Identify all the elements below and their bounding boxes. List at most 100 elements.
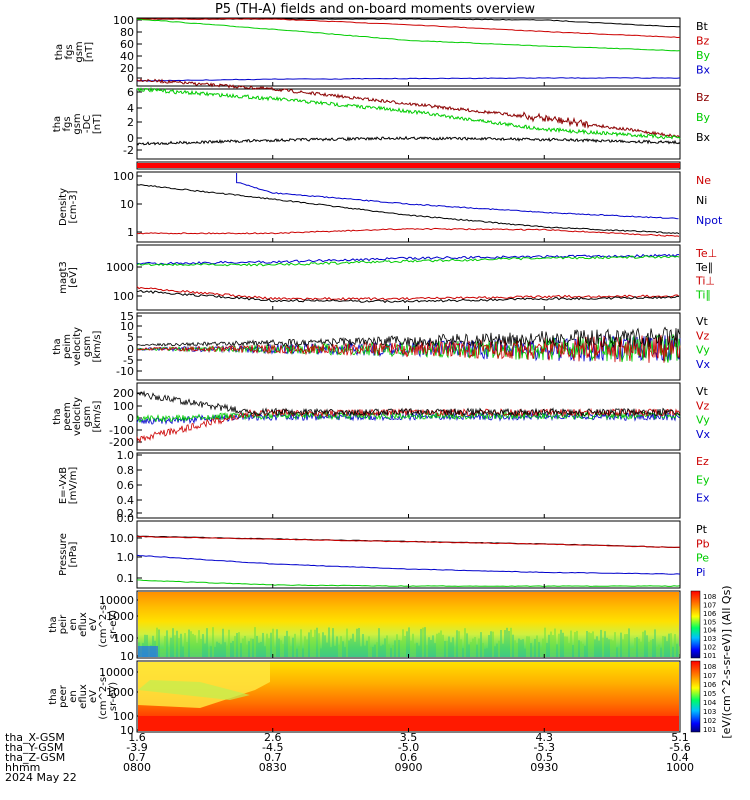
- peir-streak: [626, 634, 628, 657]
- peir-streak: [250, 638, 252, 657]
- peir-streak: [490, 631, 492, 657]
- legend-peem_velocity-Vt: Vt: [696, 385, 709, 398]
- peir-streak: [446, 640, 448, 657]
- peir-streak: [554, 628, 556, 657]
- peir-streak: [644, 630, 646, 657]
- peir-streak: [518, 638, 520, 657]
- peir-streak: [158, 629, 160, 657]
- ytick-label: 5: [127, 331, 134, 344]
- ytick-label: 1000: [106, 686, 134, 699]
- ylabel-line: -DC: [82, 115, 93, 133]
- ytick-label: 10: [120, 320, 134, 333]
- peir-streak: [298, 646, 300, 657]
- xaxis-row-label: tha_Y-GSM: [5, 741, 63, 754]
- peir-streak: [394, 640, 396, 657]
- peir-streak: [618, 648, 620, 657]
- peir-streak: [212, 627, 214, 657]
- peir-streak: [190, 631, 192, 657]
- ytick-label: 0: [127, 132, 134, 145]
- peir-streak: [594, 639, 596, 657]
- series-By-dc: [136, 86, 681, 140]
- peir-streak: [372, 646, 374, 657]
- peir-streak: [220, 644, 222, 657]
- peir-streak: [624, 634, 626, 657]
- peir-streak: [634, 637, 636, 657]
- peir-streak: [498, 640, 500, 657]
- ylabel-line: tha: [52, 116, 63, 132]
- ylabel-line: eV: [88, 618, 99, 631]
- peir-streak: [570, 630, 572, 657]
- ylabel-line: velocity: [72, 327, 83, 366]
- peir-streak: [596, 636, 598, 657]
- panel-frame-efield: [136, 452, 681, 519]
- peir-streak: [324, 635, 326, 657]
- peir-streak: [310, 629, 312, 657]
- peir-streak: [308, 632, 310, 657]
- legend-fgs_gsm-Bt: Bt: [696, 20, 709, 33]
- panel-frame-fgs_gsm_dc: [136, 88, 681, 160]
- peir-streak: [164, 636, 166, 657]
- xaxis-x-value: 1.6: [128, 731, 146, 744]
- peir-streak: [660, 647, 662, 657]
- peir-streak: [436, 633, 438, 657]
- peir-streak: [172, 628, 174, 657]
- colorbar-tick: 102: [703, 644, 716, 652]
- peir-streak: [336, 636, 338, 657]
- ytick-label: 100: [113, 632, 134, 645]
- peir-streak: [318, 633, 320, 657]
- peir-streak: [246, 644, 248, 657]
- peir-streak: [358, 627, 360, 657]
- ytick-label: 10: [120, 198, 134, 211]
- legend-fgs_gsm-Bx: Bx: [696, 64, 711, 77]
- peir-streak: [268, 638, 270, 657]
- colorbar-tick: 101: [703, 726, 716, 734]
- peir-streak: [224, 642, 226, 657]
- peir-streak: [550, 631, 552, 657]
- ytick-label: 6: [127, 86, 134, 99]
- ytick-label: 0: [127, 72, 134, 85]
- peir-streak: [188, 629, 190, 657]
- xaxis-z-value: 0.5: [536, 751, 554, 764]
- peir-streak: [676, 643, 678, 657]
- ylabel-line: [nT]: [84, 42, 95, 62]
- peir-streak: [542, 638, 544, 657]
- ytick-label: 100: [113, 170, 134, 183]
- xaxis-x-value: 2.6: [264, 731, 282, 744]
- peir-streak: [558, 633, 560, 657]
- peir-streak: [340, 636, 342, 657]
- peir-streak: [450, 642, 452, 657]
- ytick-label: 100: [113, 710, 134, 723]
- peir-streak: [196, 642, 198, 657]
- peir-streak: [586, 630, 588, 657]
- series-By-fgs: [137, 18, 681, 52]
- peir-streak: [264, 646, 266, 657]
- peir-streak: [444, 640, 446, 657]
- peir-streak: [206, 628, 208, 657]
- peir-streak: [484, 648, 486, 657]
- xaxis-row-label: tha_Z-GSM: [5, 751, 65, 764]
- peir-streak: [382, 644, 384, 657]
- peir-streak: [538, 642, 540, 657]
- ytick-label: 0.1: [117, 572, 135, 585]
- peir-streak: [448, 636, 450, 657]
- peir-streak: [478, 638, 480, 657]
- peir-streak: [606, 637, 608, 657]
- peir-streak: [256, 635, 258, 657]
- legend-density-Ni: Ni: [696, 194, 707, 207]
- series-Pb-pressure: [136, 535, 681, 548]
- ytick-label: -2: [123, 144, 134, 157]
- peir-streak: [628, 628, 630, 657]
- xaxis-y-value: -5.6: [669, 741, 690, 754]
- peir-streak: [620, 632, 622, 657]
- peir-streak: [600, 629, 602, 657]
- ylabel-line: peir: [58, 614, 69, 634]
- peir-streak: [638, 638, 640, 657]
- peir-streak: [536, 635, 538, 657]
- peir-streak: [228, 629, 230, 657]
- series-Vt-peim: [136, 326, 681, 349]
- legend-peem_velocity-Vz: Vz: [696, 399, 710, 412]
- colorbar-tick: 104: [703, 699, 717, 707]
- peir-streak: [500, 629, 502, 657]
- peir-streak: [672, 646, 674, 657]
